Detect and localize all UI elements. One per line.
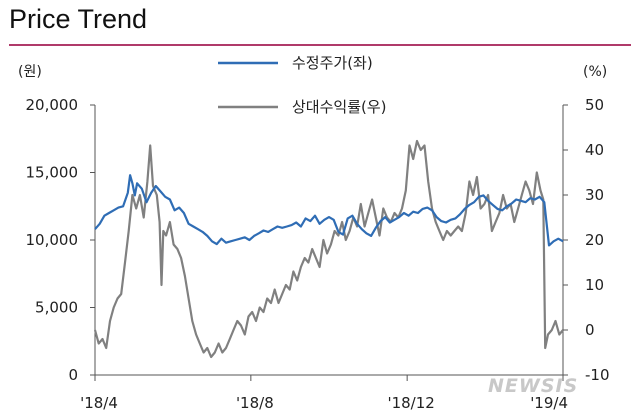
y-right-tick-label: 20	[585, 231, 604, 249]
x-tick-label: '18/8	[236, 394, 274, 412]
y-left-tick-label: 15,000	[26, 164, 79, 182]
y-left-unit: (원)	[18, 64, 42, 80]
watermark: NEWSIS	[488, 375, 578, 397]
chart-title: Price Trend	[9, 4, 148, 34]
chart-lines	[93, 139, 564, 359]
y-right-unit: (%)	[583, 64, 607, 80]
legend-label: 수정주가(좌)	[292, 54, 373, 72]
y-left-tick-label: 5,000	[35, 299, 78, 317]
y-left-tick-label: 0	[68, 366, 78, 384]
y-right-tick-label: 50	[585, 96, 604, 114]
chart-legend: 수정주가(좌) 상대수익률(우)	[218, 54, 387, 116]
y-right-tick-label: -10	[585, 366, 610, 384]
x-tick-label: '19/4	[530, 394, 568, 412]
title-underline	[9, 44, 631, 46]
y-right-tick-label: 10	[585, 276, 604, 294]
y-right-tick-label: 0	[585, 321, 595, 339]
x-tick-label: '18/12	[387, 394, 434, 412]
y-right-tick-label: 30	[585, 186, 604, 204]
price-series-line	[94, 174, 564, 247]
chart-axes: 0 5,000 10,000 15,000 20,000 -10 0 10 20 30 40 50 '1…	[18, 64, 610, 412]
return-series-line	[93, 139, 564, 359]
y-right-tick-label: 40	[585, 141, 604, 159]
y-left-tick-label: 20,000	[26, 96, 79, 114]
x-tick-label: '18/4	[80, 394, 118, 412]
y-left-tick-label: 10,000	[26, 231, 79, 249]
legend-label: 상대수익률(우)	[292, 98, 387, 116]
